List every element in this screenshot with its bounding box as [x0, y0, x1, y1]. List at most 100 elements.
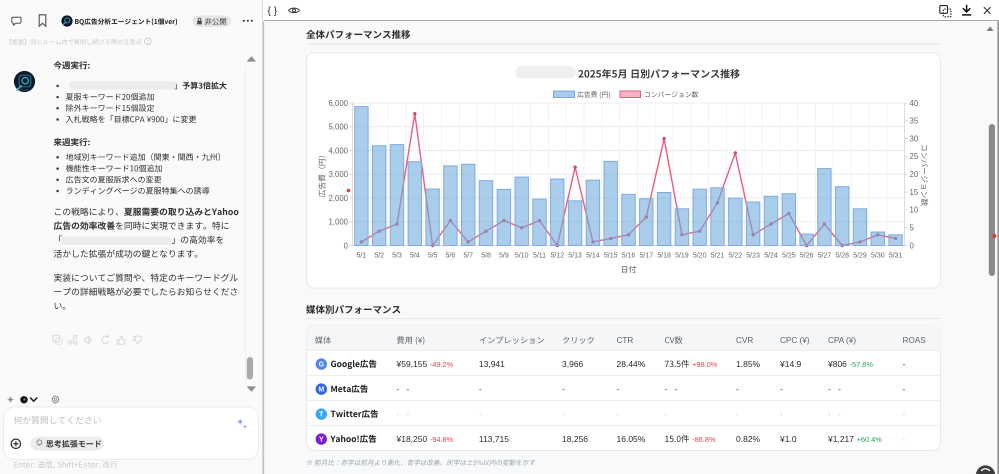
svg-text:-: - [736, 409, 739, 419]
svg-text:-: - [562, 384, 565, 394]
svg-text:0: 0 [344, 241, 349, 250]
svg-text:-: - [675, 384, 678, 394]
svg-text:}: } [274, 6, 278, 17]
svg-text:113,715: 113,715 [479, 434, 509, 444]
svg-text:15: 15 [910, 188, 919, 197]
svg-text:5/29: 5/29 [853, 252, 867, 259]
svg-text:-: - [903, 434, 906, 444]
svg-text:5/14: 5/14 [586, 252, 600, 259]
svg-text:5/5: 5/5 [428, 252, 438, 259]
svg-text:¥59,155: ¥59,155 [396, 359, 428, 369]
svg-text:1.85%: 1.85% [736, 359, 761, 369]
svg-text:6,000: 6,000 [328, 99, 348, 108]
svg-text:CPA (¥): CPA (¥) [828, 336, 856, 345]
svg-text:-: - [903, 359, 906, 369]
svg-text:0: 0 [910, 241, 915, 250]
svg-text:5/13: 5/13 [568, 252, 582, 259]
svg-text:5/28: 5/28 [835, 252, 849, 259]
svg-text:5/6: 5/6 [446, 252, 456, 259]
svg-text:G: G [319, 362, 325, 369]
svg-text:5: 5 [910, 224, 915, 233]
svg-text:-: - [617, 384, 620, 394]
svg-text:5/2: 5/2 [374, 252, 384, 259]
svg-text:5/3: 5/3 [392, 252, 402, 259]
svg-text:1,000: 1,000 [328, 218, 348, 227]
svg-text:4,000: 4,000 [328, 146, 348, 155]
svg-text:-: - [617, 409, 620, 419]
svg-text:5/18: 5/18 [657, 252, 671, 259]
svg-text:-: - [397, 409, 400, 419]
svg-text:5/1: 5/1 [357, 252, 367, 259]
svg-text:-: - [665, 384, 668, 394]
svg-text:-86.8%: -86.8% [692, 435, 716, 444]
svg-text:25: 25 [910, 152, 919, 161]
svg-text:-: - [780, 409, 783, 419]
svg-text:-: - [407, 409, 410, 419]
svg-text:Y: Y [319, 437, 324, 444]
svg-text:+98.0%: +98.0% [692, 360, 718, 369]
svg-text:5/15: 5/15 [604, 252, 618, 259]
svg-text:-: - [838, 384, 841, 394]
svg-text:CVR: CVR [736, 336, 753, 345]
svg-text:5/4: 5/4 [410, 252, 420, 259]
svg-text:5/30: 5/30 [871, 252, 885, 259]
svg-text:5/21: 5/21 [711, 252, 725, 259]
svg-text:-: - [736, 384, 739, 394]
svg-text:5/23: 5/23 [746, 252, 760, 259]
svg-text:CPC (¥): CPC (¥) [780, 336, 810, 345]
svg-text:5/16: 5/16 [622, 252, 636, 259]
svg-text:5/24: 5/24 [764, 252, 778, 259]
svg-text:5/25: 5/25 [782, 252, 796, 259]
svg-text:¥1.0: ¥1.0 [779, 434, 797, 444]
svg-text:40: 40 [910, 99, 919, 108]
svg-text:¥18,250: ¥18,250 [396, 434, 428, 444]
svg-text:5/10: 5/10 [515, 252, 529, 259]
svg-text:-: - [562, 409, 565, 419]
svg-text:-: - [828, 409, 831, 419]
svg-text:18,256: 18,256 [562, 434, 588, 444]
svg-text:5/19: 5/19 [675, 252, 689, 259]
svg-text:10: 10 [910, 206, 919, 215]
svg-text:-: - [407, 384, 410, 394]
svg-text:¥806: ¥806 [827, 359, 847, 369]
svg-text:-: - [479, 409, 482, 419]
svg-text:-94.8%: -94.8% [430, 435, 454, 444]
svg-text:-: - [828, 384, 831, 394]
svg-text:¥14.9: ¥14.9 [779, 359, 802, 369]
svg-text:T: T [319, 412, 324, 419]
svg-text:5/20: 5/20 [693, 252, 707, 259]
svg-text:5/17: 5/17 [639, 252, 653, 259]
svg-text:5,000: 5,000 [328, 123, 348, 132]
svg-text:-57.8%: -57.8% [850, 360, 874, 369]
svg-text:¥1,217: ¥1,217 [827, 434, 854, 444]
svg-text:-: - [903, 409, 906, 419]
svg-text:0.82%: 0.82% [736, 434, 761, 444]
svg-text:5/8: 5/8 [481, 252, 491, 259]
svg-text:+60.4%: +60.4% [857, 435, 883, 444]
svg-text:28.44%: 28.44% [617, 359, 646, 369]
svg-text:3,966: 3,966 [562, 359, 584, 369]
svg-text:-: - [838, 409, 841, 419]
svg-text:35: 35 [910, 117, 919, 126]
svg-text:-: - [780, 384, 783, 394]
svg-text:30: 30 [910, 134, 919, 143]
svg-text:5/11: 5/11 [533, 252, 546, 259]
svg-text:ROAS: ROAS [903, 336, 927, 345]
svg-text:3,000: 3,000 [328, 170, 348, 179]
svg-text:5/9: 5/9 [499, 252, 509, 259]
svg-text:M: M [318, 387, 324, 394]
svg-text:20: 20 [910, 170, 919, 179]
svg-text:5/12: 5/12 [550, 252, 564, 259]
svg-text:5/22: 5/22 [728, 252, 742, 259]
svg-text:13,941: 13,941 [479, 359, 505, 369]
svg-text:5/31: 5/31 [889, 252, 903, 259]
svg-text:16.05%: 16.05% [617, 434, 646, 444]
svg-text:-: - [903, 384, 906, 394]
svg-text:CTR: CTR [617, 336, 634, 345]
svg-text:5/26: 5/26 [800, 252, 814, 259]
svg-text:2,000: 2,000 [328, 194, 348, 203]
svg-text:5/7: 5/7 [463, 252, 473, 259]
svg-text:5/27: 5/27 [818, 252, 832, 259]
svg-text:-: - [397, 384, 400, 394]
svg-text:-: - [479, 384, 482, 394]
